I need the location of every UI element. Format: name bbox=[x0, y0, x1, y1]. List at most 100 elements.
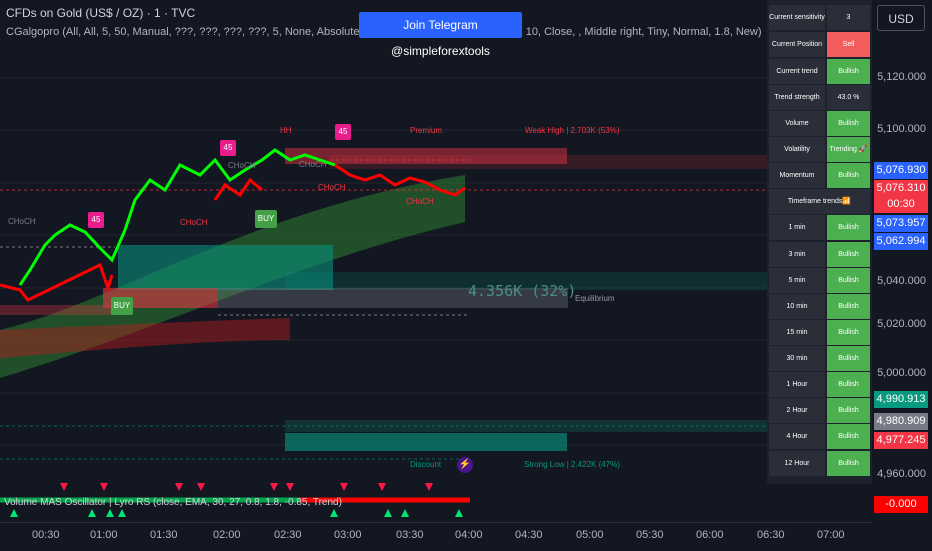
dashboard-row-strength: Trend strength 43.0 % bbox=[769, 85, 870, 110]
choch-label: CHoCH bbox=[406, 197, 434, 206]
price-tag: 5,076.310 bbox=[874, 180, 928, 197]
row-value: Sell bbox=[827, 32, 870, 57]
timeframe-label: 30 min bbox=[769, 346, 825, 371]
dashboard-row-volume: Volume Bullish bbox=[769, 111, 870, 136]
hh-label: HH bbox=[280, 126, 292, 135]
range-value-label: 4.356K (32%) bbox=[468, 282, 577, 300]
row-label: Current Position bbox=[769, 32, 825, 57]
time-label: 00:30 bbox=[32, 529, 60, 541]
time-label: 06:00 bbox=[696, 529, 724, 541]
timeframe-label: 15 min bbox=[769, 320, 825, 345]
timeframe-value: Bullish bbox=[827, 242, 870, 267]
row-value: Trending 🚀 bbox=[827, 137, 870, 162]
price-level: 5,040.000 bbox=[877, 275, 926, 287]
oscillator-legend[interactable]: Volume MAS Oscillator | Lyro RS (close, … bbox=[4, 497, 342, 508]
time-label: 05:30 bbox=[636, 529, 664, 541]
timeframe-row: 5 min Bullish bbox=[769, 268, 870, 293]
dashboard-row-volatility: Volatility Trending 🚀 bbox=[769, 137, 870, 162]
timeframe-label: 3 min bbox=[769, 242, 825, 267]
time-label: 04:00 bbox=[455, 529, 483, 541]
timeframe-value: Bullish bbox=[827, 372, 870, 397]
choch-label: CHoCH bbox=[180, 218, 208, 227]
timeframe-row: 3 min Bullish bbox=[769, 242, 870, 267]
time-label: 02:30 bbox=[274, 529, 302, 541]
symbol-title[interactable]: CFDs on Gold (US$ / OZ) · 1 · TVC bbox=[6, 6, 196, 20]
timeframe-row: 4 Hour Bullish bbox=[769, 424, 870, 449]
price-tag: 5,062.994 bbox=[874, 233, 928, 250]
choch-label: CHoCH bbox=[228, 161, 256, 170]
timeframe-label: 12 Hour bbox=[769, 451, 825, 476]
timeframe-value: Bullish bbox=[827, 346, 870, 371]
row-label: Volatility bbox=[769, 137, 825, 162]
row-value: 43.0 % bbox=[827, 85, 870, 110]
timeframe-row: 15 min Bullish bbox=[769, 320, 870, 345]
timeframe-label: 10 min bbox=[769, 294, 825, 319]
time-label: 04:30 bbox=[515, 529, 543, 541]
buy-signal[interactable]: BUY bbox=[111, 297, 133, 315]
dashboard-row-momentum: Momentum Bullish bbox=[769, 163, 870, 188]
timeframe-value: Bullish bbox=[827, 451, 870, 476]
countdown-tag: 00:30 bbox=[874, 196, 928, 213]
timeframe-label: 1 min bbox=[769, 215, 825, 240]
price-tag: 4,980.909 bbox=[874, 413, 928, 430]
price-axis[interactable]: 5,120.000 5,100.000 5,040.000 5,020.000 … bbox=[872, 38, 932, 488]
timeframe-row: 30 min Bullish bbox=[769, 346, 870, 371]
currency-button[interactable]: USD bbox=[877, 5, 925, 31]
timeframe-value: Bullish bbox=[827, 294, 870, 319]
time-label: 05:00 bbox=[576, 529, 604, 541]
signal-marker-45[interactable]: 45 bbox=[88, 212, 104, 228]
choch-label: CHoCH bbox=[318, 183, 346, 192]
premium-label: Premium bbox=[410, 126, 443, 135]
time-label: 03:00 bbox=[334, 529, 362, 541]
row-label: Momentum bbox=[769, 163, 825, 188]
row-label: Trend strength bbox=[769, 85, 825, 110]
time-label: 01:00 bbox=[90, 529, 118, 541]
timeframe-value: Bullish bbox=[827, 215, 870, 240]
telegram-button[interactable]: Join Telegram @simpleforextools bbox=[359, 12, 522, 58]
choch-label: CHoCH bbox=[299, 160, 327, 169]
equilibrium-label: Equilibrium bbox=[575, 294, 615, 303]
timeframe-value: Bullish bbox=[827, 398, 870, 423]
choch-label: CHoCH bbox=[8, 217, 36, 226]
time-label: 06:30 bbox=[757, 529, 785, 541]
row-label: Current trend bbox=[769, 59, 825, 84]
dashboard-section-title: Timeframe trends📶 bbox=[769, 189, 870, 214]
timeframe-value: Bullish bbox=[827, 268, 870, 293]
timeframe-label: 2 Hour bbox=[769, 398, 825, 423]
timeframe-row: 2 Hour Bullish bbox=[769, 398, 870, 423]
price-level: 5,020.000 bbox=[877, 318, 926, 330]
lightning-icon[interactable]: ⚡ bbox=[457, 457, 473, 473]
strong-low-label: Strong Low | 2.422K (47%) bbox=[524, 460, 620, 469]
row-value: Bullish bbox=[827, 59, 870, 84]
price-tag: 5,076.930 bbox=[874, 162, 928, 179]
timeframe-value: Bullish bbox=[827, 424, 870, 449]
oscillator-tag: -0.000 bbox=[874, 496, 928, 513]
time-axis[interactable]: 00:30 01:00 01:30 02:00 02:30 03:00 03:3… bbox=[0, 522, 872, 551]
signal-marker-45[interactable]: 45 bbox=[220, 140, 236, 156]
section-title: Timeframe trends📶 bbox=[769, 189, 870, 214]
price-level: 4,960.000 bbox=[877, 468, 926, 480]
row-label: Volume bbox=[769, 111, 825, 136]
row-label: Current sensitivity bbox=[769, 5, 825, 30]
trend-dashboard: Current sensitivity 3 Current Position S… bbox=[767, 0, 872, 484]
timeframe-row: 1 min Bullish bbox=[769, 215, 870, 240]
price-tag: 5,073.957 bbox=[874, 215, 928, 232]
dashboard-row-position: Current Position Sell bbox=[769, 32, 870, 57]
timeframe-value: Bullish bbox=[827, 320, 870, 345]
timeframe-row: 1 Hour Bullish bbox=[769, 372, 870, 397]
row-value: 3 bbox=[827, 5, 870, 30]
dashboard-row-sensitivity: Current sensitivity 3 bbox=[769, 5, 870, 30]
timeframe-label: 5 min bbox=[769, 268, 825, 293]
price-tag: 4,990.913 bbox=[874, 391, 928, 408]
price-level: 5,100.000 bbox=[877, 123, 926, 135]
price-level: 5,120.000 bbox=[877, 71, 926, 83]
row-value: Bullish bbox=[827, 163, 870, 188]
price-tag: 4,977.245 bbox=[874, 432, 928, 449]
buy-signal[interactable]: BUY bbox=[255, 210, 277, 228]
timeframe-label: 4 Hour bbox=[769, 424, 825, 449]
timeframe-row: 12 Hour Bullish bbox=[769, 451, 870, 476]
signal-marker-45[interactable]: 45 bbox=[335, 124, 351, 140]
timeframe-row: 10 min Bullish bbox=[769, 294, 870, 319]
weak-high-label: Weak High | 2.703K (53%) bbox=[525, 126, 620, 135]
